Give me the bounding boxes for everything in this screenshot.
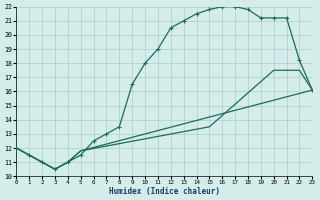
X-axis label: Humidex (Indice chaleur): Humidex (Indice chaleur) — [109, 187, 220, 196]
